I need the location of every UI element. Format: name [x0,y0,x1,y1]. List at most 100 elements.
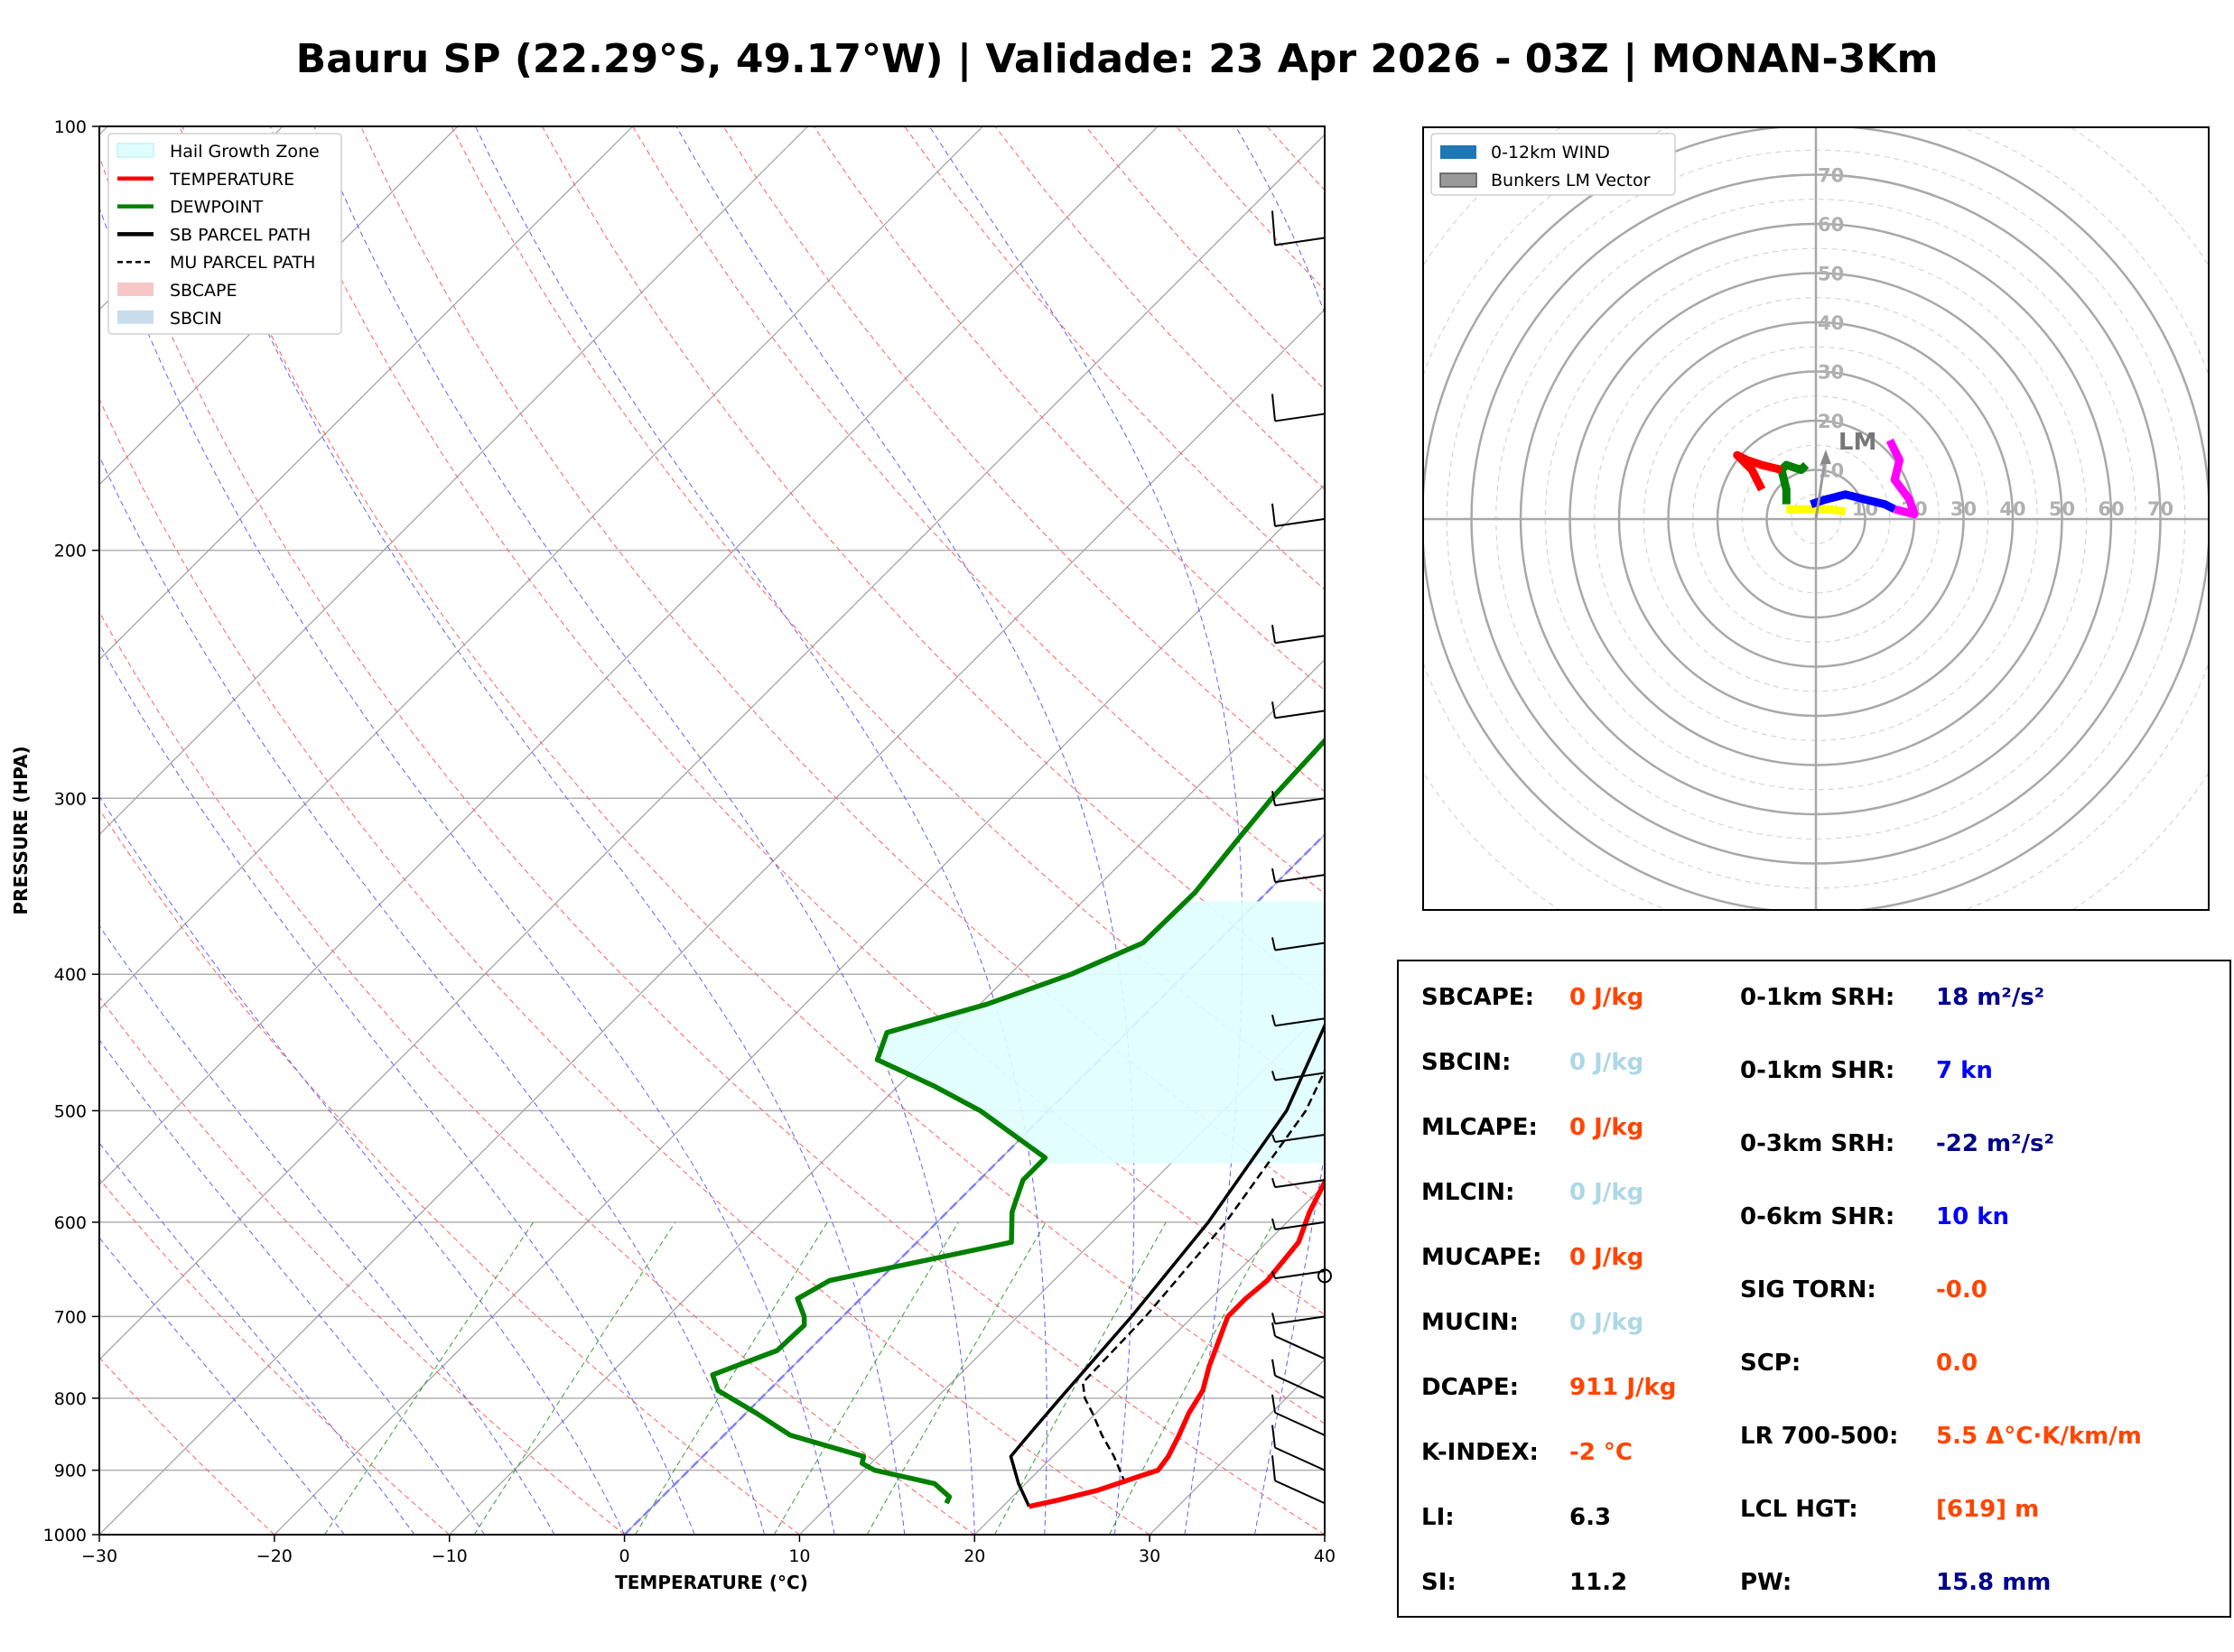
moist-adiabat [99,924,555,1535]
stat-label: MLCIN: [1421,1179,1515,1206]
stat-label: SIG TORN: [1740,1276,1876,1304]
y-tick-label: 100 [54,117,87,137]
legend-label: MU PARCEL PATH [170,253,315,273]
moist-adiabat [99,643,695,1535]
stat-value: 0 J/kg [1569,1114,1644,1141]
stat-value: 6.3 [1569,1504,1612,1531]
isotherm-line [973,1183,1325,1535]
stat-value: -2 °C [1569,1439,1634,1466]
ring-label: 70 [2147,498,2173,520]
x-tick-label: 20 [963,1546,985,1566]
y-tick-label: 600 [54,1213,87,1233]
x-tick-label: −20 [256,1546,293,1566]
stat-label: LI: [1421,1504,1455,1531]
moist-adiabat [182,126,906,1535]
isotherm-line [99,126,1159,1186]
mixing-ratio-line [1109,1221,1275,1535]
ring-label: 50 [1818,264,1844,285]
moist-adiabat [675,126,1135,1535]
y-axis-label: PRESSURE (HPA) [10,746,32,914]
skew-t-frame [98,125,1326,1536]
x-tick-label: 30 [1139,1546,1160,1566]
dry-adiabat [99,611,975,1535]
stat-value: 0.0 [1936,1350,1978,1377]
moist-adiabat [99,206,835,1535]
hail-growth-zone [877,901,1325,1164]
page-title: Bauru SP (22.29°S, 49.17°W) | Validade: … [295,36,1939,82]
wind-barb [1271,868,1326,884]
ring-label: 30 [1818,362,1844,384]
stat-label: DCAPE: [1421,1374,1519,1401]
stat-label: LR 700-500: [1740,1423,1899,1450]
stat-label: MUCAPE: [1421,1244,1542,1271]
stat-value: -0.0 [1936,1276,1987,1304]
wind-barb [1271,1394,1326,1436]
dry-adiabat [541,126,1325,998]
dry-adiabat [813,126,1325,691]
ring-label: 60 [2098,498,2124,520]
ring-label: 70 [1818,165,1844,187]
mixing-ratio-line [994,1221,1167,1535]
stat-value: 10 kn [1936,1203,2010,1230]
ring-label: 50 [2049,498,2075,520]
wind-barb [1271,1218,1326,1230]
y-tick-label: 1000 [43,1526,87,1545]
legend-label: SBCIN [170,309,222,329]
stat-value: 18 m²/s² [1936,984,2045,1011]
dry-adiabat [269,126,1325,1315]
dry-adiabat [179,126,1325,1425]
mixing-ratio-line [473,1221,676,1535]
stat-value: 0 J/kg [1569,1179,1644,1206]
stat-label: 0-1km SRH: [1740,984,1895,1011]
legend-item: SB PARCEL PATH [117,225,311,245]
moist-adiabat [99,1039,485,1535]
dry-adiabat [99,1178,451,1535]
wind-barb [1271,1359,1326,1399]
isotherm-line [99,126,459,486]
wind-barb [1271,1071,1326,1081]
stat-label: 0-1km SHR: [1740,1057,1895,1084]
wind-barb [1271,503,1326,527]
stat-value: 5.5 Δ°C·K/km/m [1936,1423,2142,1450]
ring-label: 40 [1818,312,1844,334]
legend-item: TEMPERATURE [117,170,294,190]
wind-barb [1271,1177,1326,1189]
stat-label: 0-3km SRH: [1740,1130,1895,1157]
stat-value: -22 m²/s² [1936,1130,2054,1157]
mixing-ratio-line [773,1221,959,1535]
dry-adiabat [99,808,800,1535]
hodograph-trace [1885,438,1919,519]
legend-label: Hail Growth Zone [170,142,320,162]
isotherm-line [99,126,808,836]
x-tick-label: 0 [619,1546,630,1566]
stat-label: 0-6km SHR: [1740,1203,1895,1230]
y-tick-label: 400 [54,965,87,985]
moist-adiabat [99,455,766,1535]
moist-adiabat [474,126,1047,1535]
mixing-ratio-line [635,1221,828,1535]
wind-barb [1271,1014,1326,1027]
moist-adiabat [313,126,975,1535]
legend-label: 0-12km WIND [1491,143,1610,162]
moist-adiabat [928,126,1243,1535]
x-tick-label: −30 [81,1546,117,1566]
stat-value: 0 J/kg [1569,1049,1644,1076]
ring-label: 40 [1999,498,2025,520]
isotherm-line [449,658,1325,1535]
ring-label: 20 [1818,411,1844,432]
y-tick-label: 300 [54,789,87,809]
bunkers-lm-label: LM [1838,429,1876,456]
wind-barb [1271,701,1326,719]
wind-barb [1271,791,1326,807]
wind-barb [1271,1455,1326,1505]
wind-barb [1271,394,1326,422]
stat-label: LCL HGT: [1740,1496,1858,1523]
stat-value: 11.2 [1569,1569,1628,1596]
y-tick-label: 700 [54,1307,87,1327]
calm-wind-marker [1317,1268,1332,1284]
wind-barb [1271,1270,1326,1280]
isotherm-line [99,126,983,1011]
legend-item: 0-12km WIND [1440,143,1610,162]
legend-item: MU PARCEL PATH [117,253,315,273]
